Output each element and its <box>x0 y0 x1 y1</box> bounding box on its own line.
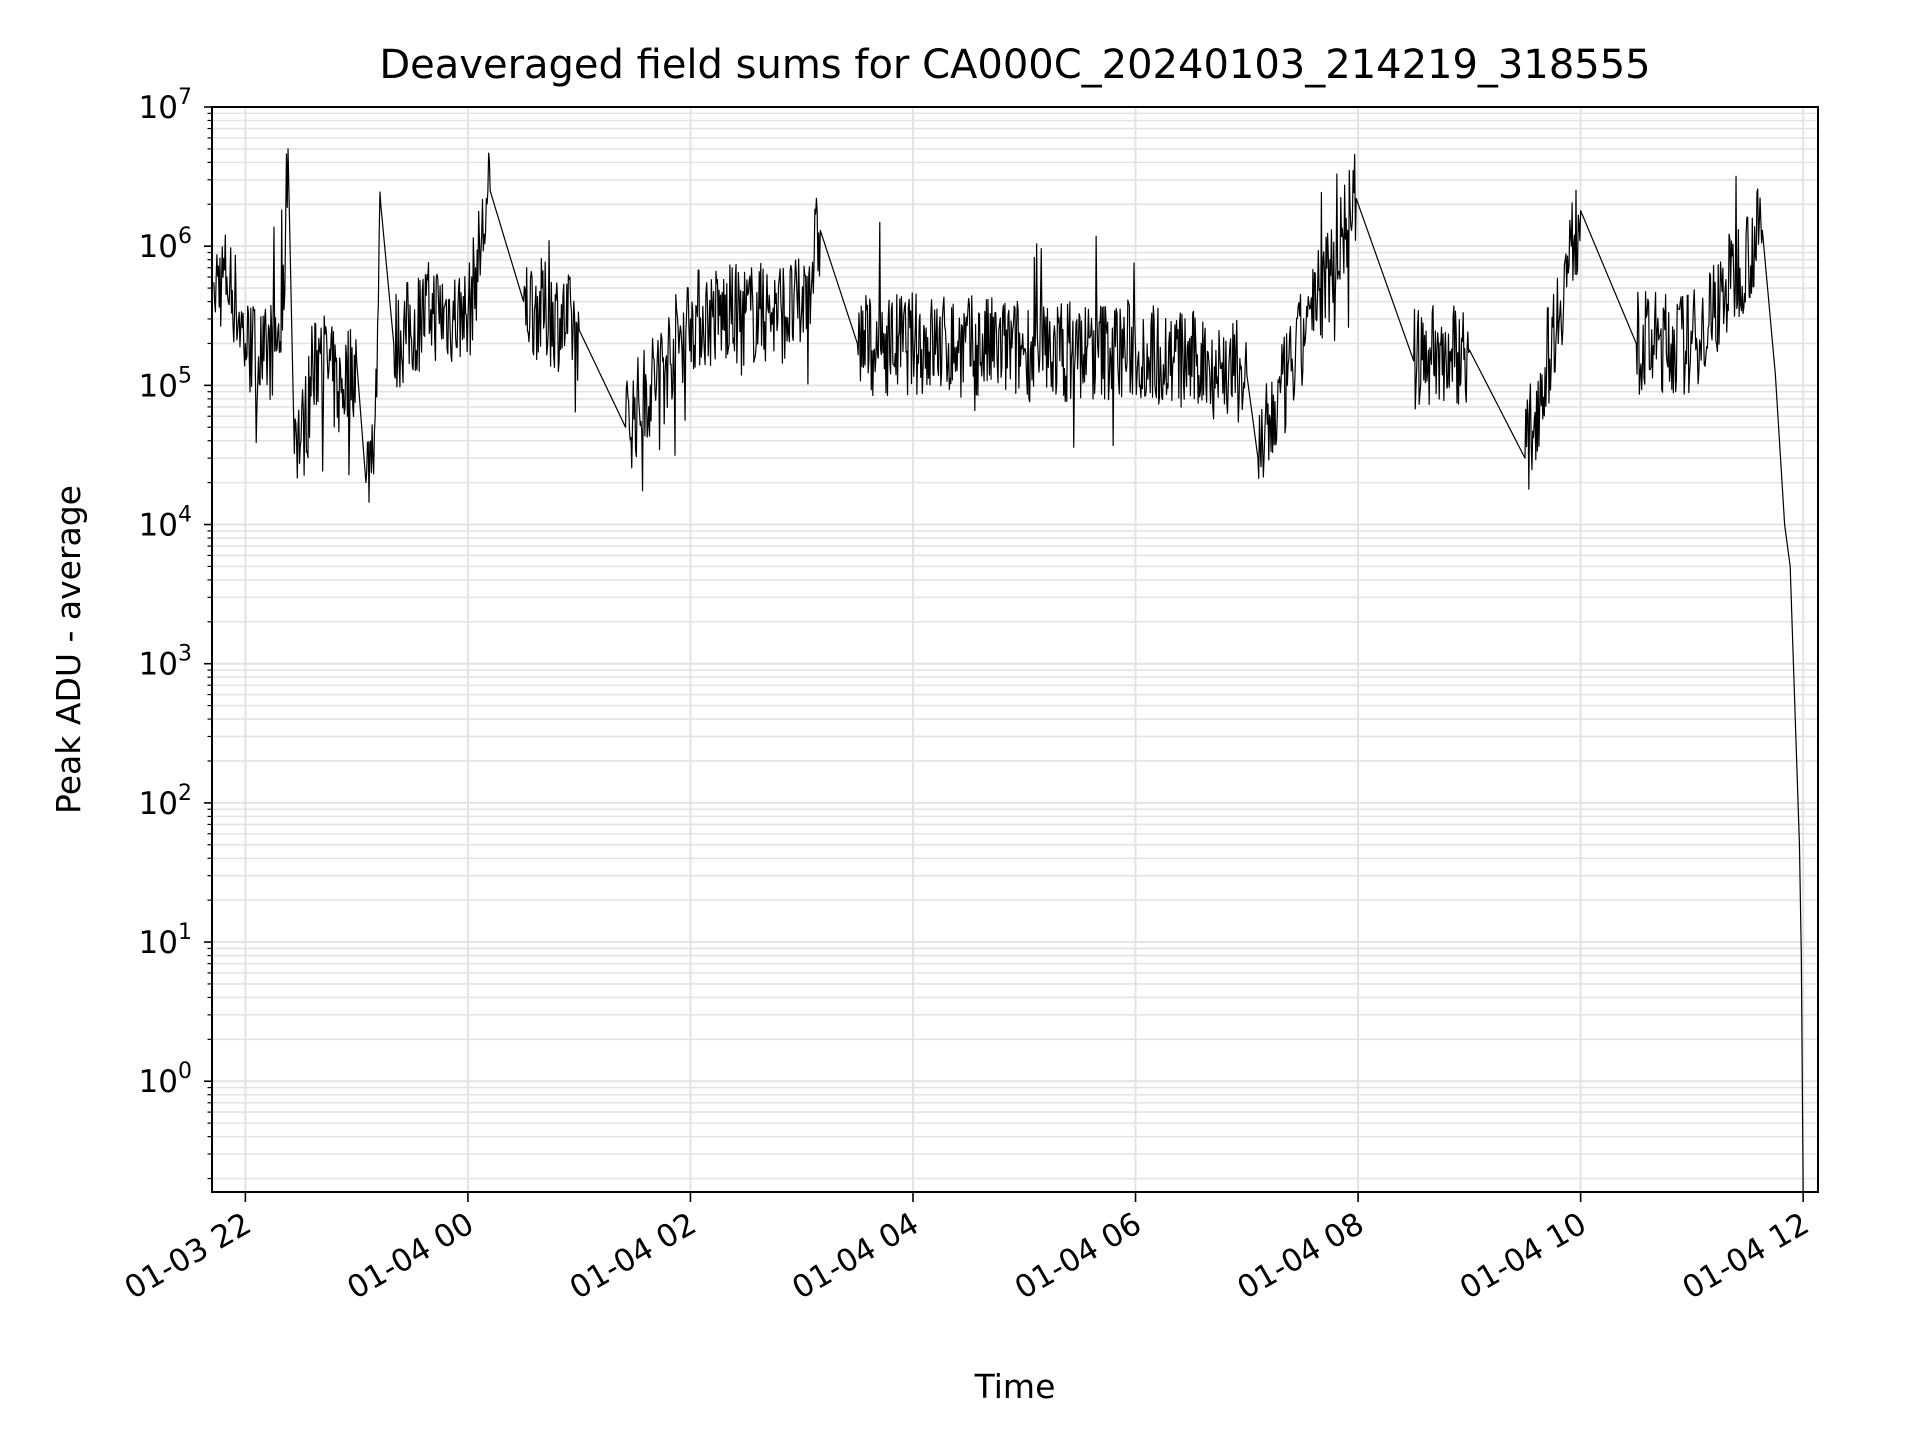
y-axis-label: Peak ADU - average <box>49 485 88 814</box>
y-tick-label: 100 <box>139 1059 192 1100</box>
y-tick-exponent: 2 <box>178 781 192 806</box>
x-axis-label: Time <box>974 1367 1056 1406</box>
y-tick-base: 10 <box>139 1064 178 1100</box>
series-layer <box>213 148 1804 1193</box>
chart-title: Deaveraged field sums for CA000C_2024010… <box>379 42 1650 88</box>
y-tick-exponent: 4 <box>178 503 192 528</box>
series-line-0 <box>213 148 1804 1193</box>
y-tick-exponent: 0 <box>178 1059 192 1084</box>
y-tick-base: 10 <box>139 368 178 404</box>
y-tick-label: 102 <box>139 781 192 822</box>
y-tick-exponent: 6 <box>178 224 192 249</box>
plot-frame <box>211 106 1819 1193</box>
y-tick-base: 10 <box>139 647 178 683</box>
y-tick-base: 10 <box>139 508 178 544</box>
y-tick-base: 10 <box>139 786 178 822</box>
y-tick-base: 10 <box>139 229 178 265</box>
y-tick-base: 10 <box>139 90 178 126</box>
y-tick-exponent: 5 <box>178 363 192 388</box>
y-tick-label: 107 <box>139 85 192 126</box>
y-tick-exponent: 1 <box>178 920 192 945</box>
y-tick-exponent: 7 <box>178 85 192 110</box>
y-tick-label: 105 <box>139 363 192 404</box>
y-tick-base: 10 <box>139 925 178 961</box>
y-tick-exponent: 3 <box>178 642 192 667</box>
y-tick-label: 106 <box>139 224 192 265</box>
y-tick-label: 103 <box>139 642 192 683</box>
y-tick-label: 101 <box>139 920 192 961</box>
y-tick-label: 104 <box>139 503 192 544</box>
